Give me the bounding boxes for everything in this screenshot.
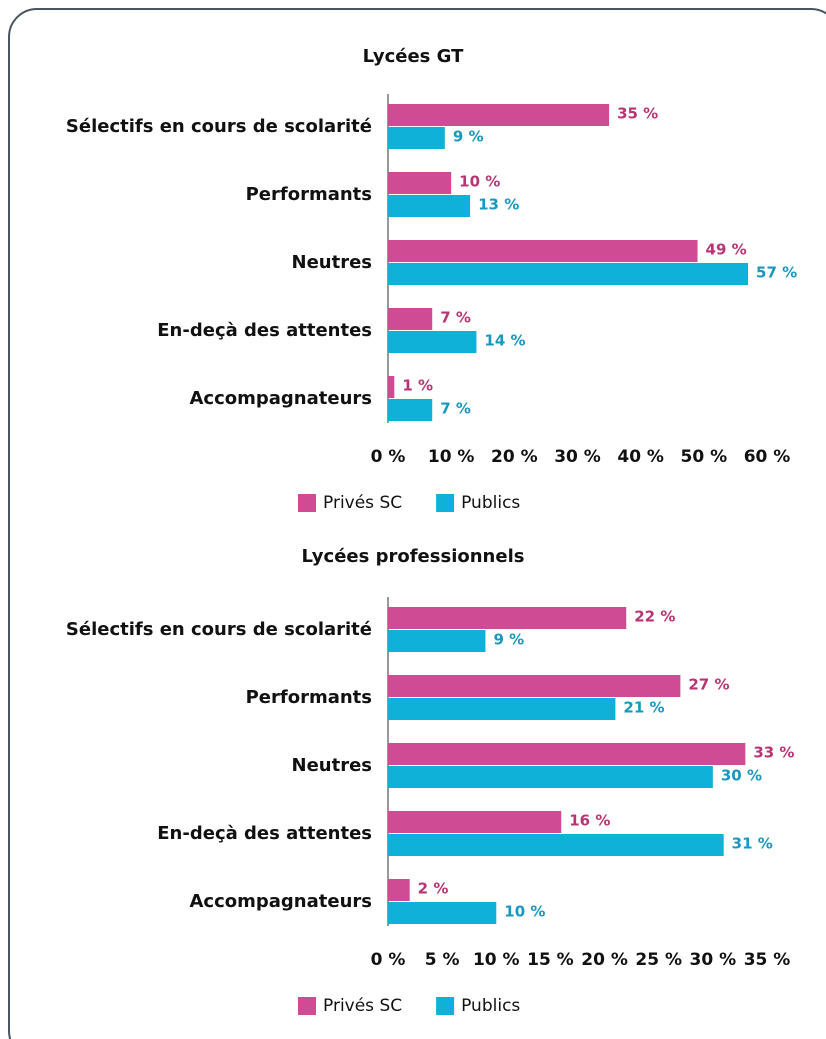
x-tick-label: 20 %	[581, 950, 628, 970]
value-label: 35 %	[617, 105, 658, 123]
value-label: 30 %	[721, 767, 762, 785]
bar	[388, 811, 562, 833]
bar	[388, 127, 445, 149]
value-label: 7 %	[440, 309, 471, 327]
bar	[388, 104, 610, 126]
legend-swatch	[436, 494, 455, 512]
bar	[388, 630, 486, 652]
bar	[388, 399, 433, 421]
category-label: Neutres	[292, 252, 373, 273]
value-label: 10 %	[459, 173, 500, 191]
category-label: Performants	[246, 687, 372, 708]
value-label: 49 %	[706, 241, 747, 259]
value-label: 10 %	[504, 903, 545, 921]
legend-label: Publics	[461, 996, 520, 1016]
value-label: 2 %	[418, 880, 449, 898]
bar	[388, 698, 616, 720]
bar	[388, 675, 681, 697]
x-tick-label: 15 %	[527, 950, 574, 970]
x-tick-label: 60 %	[744, 447, 791, 467]
value-label: 14 %	[484, 332, 525, 350]
value-label: 9 %	[453, 128, 484, 146]
x-tick-label: 30 %	[554, 447, 601, 467]
legend-swatch	[436, 997, 455, 1015]
x-tick-label: 30 %	[690, 950, 737, 970]
category-label: Sélectifs en cours de scolarité	[66, 116, 372, 137]
legend-label: Privés SC	[323, 996, 402, 1016]
value-label: 9 %	[493, 631, 524, 649]
value-label: 16 %	[569, 812, 610, 830]
value-label: 21 %	[623, 699, 664, 717]
x-tick-label: 10 %	[428, 447, 475, 467]
bar	[388, 172, 452, 194]
value-label: 27 %	[688, 676, 729, 694]
bar	[388, 902, 497, 924]
value-label: 31 %	[732, 835, 773, 853]
bar	[388, 879, 410, 901]
x-tick-label: 0 %	[371, 447, 406, 467]
legend-swatch	[298, 997, 316, 1015]
value-label: 57 %	[756, 264, 797, 282]
x-tick-label: 40 %	[617, 447, 664, 467]
value-label: 33 %	[753, 744, 794, 762]
value-label: 7 %	[440, 400, 471, 418]
x-tick-label: 0 %	[371, 950, 406, 970]
value-label: 1 %	[402, 377, 433, 395]
bar	[388, 743, 746, 765]
x-tick-label: 25 %	[635, 950, 682, 970]
x-tick-label: 35 %	[744, 950, 791, 970]
x-tick-label: 10 %	[473, 950, 520, 970]
x-tick-label: 5 %	[425, 950, 460, 970]
category-label: Sélectifs en cours de scolarité	[66, 619, 372, 640]
category-label: Accompagnateurs	[190, 388, 373, 409]
category-label: Performants	[246, 184, 372, 205]
category-label: Accompagnateurs	[190, 891, 373, 912]
bar	[388, 240, 698, 262]
x-tick-label: 20 %	[491, 447, 538, 467]
category-label: Neutres	[292, 755, 373, 776]
x-tick-label: 50 %	[681, 447, 728, 467]
legend-label: Publics	[461, 493, 520, 513]
bar	[388, 331, 477, 353]
bar	[388, 195, 471, 217]
bar	[388, 766, 713, 788]
bar	[388, 376, 395, 398]
category-label: En-deçà des attentes	[157, 320, 372, 341]
chart-title: Lycées professionnels	[302, 546, 525, 567]
bar	[388, 308, 433, 330]
value-label: 22 %	[634, 608, 675, 626]
category-label: En-deçà des attentes	[157, 823, 372, 844]
bar	[388, 607, 627, 629]
chart-title: Lycées GT	[363, 46, 465, 67]
legend-label: Privés SC	[323, 493, 402, 513]
value-label: 13 %	[478, 196, 519, 214]
bar	[388, 263, 749, 285]
legend-swatch	[298, 494, 316, 512]
bar	[388, 834, 724, 856]
